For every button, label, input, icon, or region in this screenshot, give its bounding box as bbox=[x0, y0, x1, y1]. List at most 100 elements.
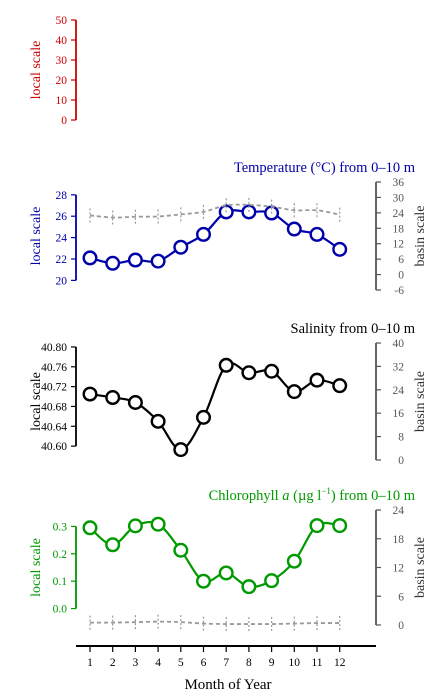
left-tick-label: 40.64 bbox=[41, 421, 67, 433]
x-axis: 1 2 3 4 5 6 7 8 9 10 11 12 bbox=[76, 645, 376, 669]
series-point bbox=[309, 372, 325, 388]
series-line-2 bbox=[89, 203, 340, 219]
left-tick-label: 0.3 bbox=[53, 521, 68, 533]
right-tick-label: 30 bbox=[393, 192, 405, 204]
left-tick-label: 24 bbox=[56, 233, 68, 245]
right-tick-label: 24 bbox=[393, 385, 405, 397]
x-tick-label: 8 bbox=[246, 657, 252, 669]
x-tick-label: 3 bbox=[133, 657, 139, 669]
series-point bbox=[127, 252, 143, 268]
left-tick-label: 40.60 bbox=[41, 441, 67, 453]
right-tick-label: 18 bbox=[393, 534, 405, 546]
left-tick-label: 22 bbox=[56, 254, 68, 266]
series-point bbox=[264, 573, 280, 589]
right-tick-label: 24 bbox=[393, 505, 405, 517]
x-axis-label: Month of Year bbox=[184, 677, 271, 693]
series-point bbox=[241, 365, 257, 381]
series-point bbox=[105, 390, 121, 406]
left-tick-label: 40.76 bbox=[41, 362, 67, 374]
panels: 50 40 30 20 10 0 local scale 28 26 24 22 20 local sc… bbox=[29, 15, 428, 632]
panel-3: 40.80 40.76 40.72 40.68 40.64 40.60 local scal… bbox=[29, 321, 428, 467]
right-tick-label: 6 bbox=[398, 591, 404, 603]
series-point bbox=[309, 226, 325, 242]
series-point bbox=[218, 357, 234, 373]
series-point bbox=[241, 204, 257, 220]
series-point bbox=[218, 565, 234, 581]
series-line-1 bbox=[89, 209, 341, 265]
left-tick-label: 28 bbox=[56, 190, 68, 202]
left-tick-label: 0.1 bbox=[53, 576, 68, 588]
x-tick-label: 6 bbox=[201, 657, 207, 669]
x-tick-label: 1 bbox=[87, 657, 93, 669]
series-point bbox=[82, 386, 98, 402]
left-tick-label: 10 bbox=[56, 95, 68, 107]
left-axis-label: local scale bbox=[29, 207, 44, 266]
x-tick-label: 2 bbox=[110, 657, 116, 669]
panel-2: 28 26 24 22 20 local scale 36 30 24 18 12 6 0 -6 basin… bbox=[29, 160, 428, 297]
left-tick-label: 50 bbox=[56, 15, 68, 27]
left-tick-label: 40.72 bbox=[41, 382, 67, 394]
right-tick-label: 16 bbox=[393, 408, 405, 420]
right-tick-label: 24 bbox=[393, 208, 405, 220]
series-point bbox=[195, 226, 211, 242]
series-point bbox=[105, 537, 121, 553]
series-point bbox=[82, 250, 98, 266]
series-point bbox=[195, 573, 211, 589]
x-tick-label: 11 bbox=[311, 657, 322, 669]
series-point bbox=[241, 579, 257, 595]
series-point bbox=[264, 363, 280, 379]
series-point bbox=[286, 221, 302, 237]
right-tick-label: 12 bbox=[393, 563, 405, 575]
series-point bbox=[173, 542, 189, 558]
left-tick-label: 40 bbox=[56, 35, 68, 47]
x-tick-label: 10 bbox=[289, 657, 301, 669]
right-tick-label: 6 bbox=[398, 254, 404, 266]
right-tick-label: 0 bbox=[398, 270, 404, 282]
series-point bbox=[286, 384, 302, 400]
left-tick-label: 0 bbox=[61, 115, 67, 127]
x-tick-label: 5 bbox=[178, 657, 184, 669]
series-point bbox=[173, 442, 189, 458]
right-tick-label: 0 bbox=[398, 620, 404, 632]
panel-title: Salinity from 0–10 m bbox=[291, 321, 416, 337]
panel-1: 50 40 30 20 10 0 local scale bbox=[29, 15, 77, 127]
left-tick-label: 30 bbox=[56, 55, 68, 67]
x-tick-label: 4 bbox=[155, 657, 161, 669]
right-tick-label: 8 bbox=[398, 432, 404, 444]
panel-title: Chlorophyll a (µg l−1) from 0–10 m bbox=[209, 486, 416, 504]
series-point bbox=[173, 239, 189, 255]
left-axis-label: local scale bbox=[29, 41, 44, 100]
series-line-1 bbox=[89, 520, 340, 589]
right-axis-label: basin scale bbox=[413, 537, 428, 598]
series-point bbox=[309, 518, 325, 534]
series-point bbox=[332, 241, 348, 257]
left-axis-label: local scale bbox=[29, 372, 44, 431]
right-tick-label: 36 bbox=[393, 177, 405, 189]
series-point bbox=[332, 378, 348, 394]
right-tick-label: 18 bbox=[393, 223, 405, 235]
series-point bbox=[105, 255, 121, 271]
right-tick-label: 32 bbox=[393, 361, 405, 373]
right-axis-label: basin scale bbox=[413, 205, 428, 266]
right-tick-label: 12 bbox=[393, 239, 405, 251]
right-axis-label: basin scale bbox=[413, 371, 428, 432]
series-line-2 bbox=[89, 620, 340, 625]
series-point bbox=[195, 409, 211, 425]
right-tick-label: 40 bbox=[393, 338, 405, 350]
left-tick-label: 40.68 bbox=[41, 401, 67, 413]
series-line-1 bbox=[89, 362, 341, 451]
series-point bbox=[150, 253, 166, 269]
series-point bbox=[150, 516, 166, 532]
series-point bbox=[150, 413, 166, 429]
left-tick-label: 20 bbox=[56, 75, 68, 87]
series-point bbox=[127, 518, 143, 534]
series-point bbox=[127, 394, 143, 410]
x-tick-label: 7 bbox=[223, 657, 229, 669]
series-point bbox=[82, 520, 98, 536]
series-point bbox=[286, 553, 302, 569]
series-point bbox=[332, 518, 348, 534]
left-tick-label: 40.80 bbox=[41, 342, 67, 354]
x-tick-label: 12 bbox=[334, 657, 346, 669]
left-tick-label: 0.0 bbox=[53, 604, 68, 616]
